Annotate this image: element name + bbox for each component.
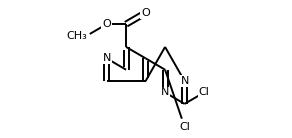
Text: Cl: Cl (179, 122, 190, 132)
Text: Cl: Cl (199, 87, 210, 97)
Text: O: O (141, 8, 150, 18)
Text: CH₃: CH₃ (66, 30, 87, 41)
Text: N: N (180, 76, 189, 86)
Text: O: O (102, 19, 111, 29)
Text: N: N (102, 53, 111, 63)
Text: N: N (161, 87, 169, 97)
